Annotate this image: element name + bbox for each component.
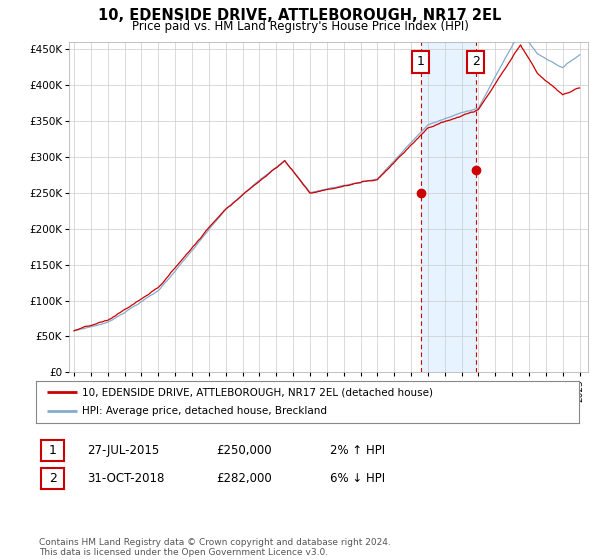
- Text: Contains HM Land Registry data © Crown copyright and database right 2024.
This d: Contains HM Land Registry data © Crown c…: [39, 538, 391, 557]
- Text: Price paid vs. HM Land Registry's House Price Index (HPI): Price paid vs. HM Land Registry's House …: [131, 20, 469, 32]
- Text: £282,000: £282,000: [216, 472, 272, 486]
- Text: 31-OCT-2018: 31-OCT-2018: [87, 472, 164, 486]
- Text: 1: 1: [417, 55, 425, 68]
- Text: 10, EDENSIDE DRIVE, ATTLEBOROUGH, NR17 2EL (detached house): 10, EDENSIDE DRIVE, ATTLEBOROUGH, NR17 2…: [82, 387, 433, 397]
- Text: 2: 2: [49, 472, 57, 486]
- Text: 6% ↓ HPI: 6% ↓ HPI: [330, 472, 385, 486]
- Text: 10, EDENSIDE DRIVE, ATTLEBOROUGH, NR17 2EL: 10, EDENSIDE DRIVE, ATTLEBOROUGH, NR17 2…: [98, 8, 502, 24]
- Text: 27-JUL-2015: 27-JUL-2015: [87, 444, 159, 458]
- Text: £250,000: £250,000: [216, 444, 272, 458]
- Bar: [421, 42, 476, 372]
- Text: HPI: Average price, detached house, Breckland: HPI: Average price, detached house, Brec…: [82, 407, 327, 417]
- Text: 1: 1: [49, 444, 57, 458]
- Text: 2% ↑ HPI: 2% ↑ HPI: [330, 444, 385, 458]
- Text: 2: 2: [472, 55, 479, 68]
